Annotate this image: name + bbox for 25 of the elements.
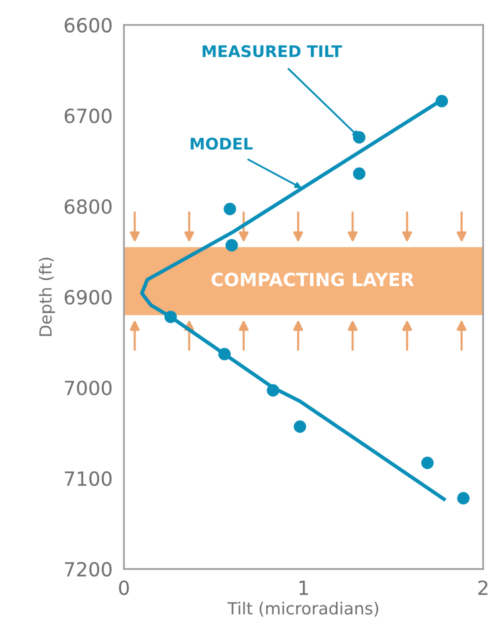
x-tick-label: 0: [119, 580, 129, 596]
band-label: COMPACTING LAYER: [212, 272, 414, 286]
y-tick-label: 7100: [64, 471, 112, 486]
point: [225, 239, 238, 252]
y-tick-label: 6800: [64, 199, 112, 214]
point: [224, 202, 236, 216]
y-tick-label: 7000: [64, 380, 112, 396]
y-tick-label: 6600: [64, 18, 112, 33]
x-axis-title: Tilt (microradians): [227, 602, 378, 617]
point: [164, 310, 177, 324]
annotation: MODEL: [190, 138, 253, 150]
point: [421, 456, 434, 470]
y-axis-title: Depth (ft): [38, 258, 56, 336]
point: [294, 420, 306, 433]
point: [436, 94, 448, 108]
point: [218, 348, 231, 360]
point: [352, 167, 366, 180]
x-tick-label: 2: [478, 580, 488, 595]
x-tick-label: 1: [299, 580, 308, 595]
point: [266, 384, 280, 397]
y-tick-label: 7200: [64, 562, 112, 577]
annotation: MEASURED TILT: [202, 45, 342, 58]
y-tick-label: 6900: [64, 290, 112, 305]
y-tick-label: 6700: [64, 108, 112, 124]
point: [457, 492, 470, 504]
